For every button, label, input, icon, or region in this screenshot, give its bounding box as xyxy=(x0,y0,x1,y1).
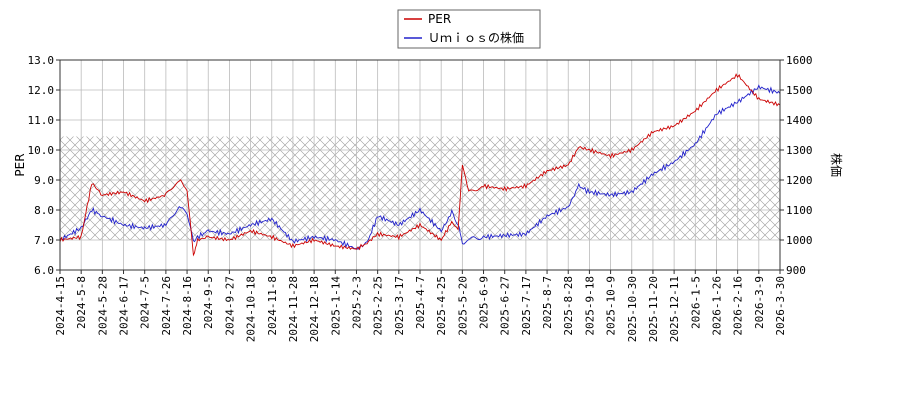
y-right-tick-label: 1600 xyxy=(786,54,813,67)
y-right-tick-label: 1200 xyxy=(786,174,813,187)
y-left-tick-label: 11.0 xyxy=(28,114,55,127)
y-axis-right: 900 1000 1100 1200 1300 1400 1500 1600 xyxy=(780,54,813,277)
y-left-tick-label: 6.0 xyxy=(34,264,54,277)
x-tick-label: 2024-7-26 xyxy=(160,276,173,336)
y-right-tick-label: 1500 xyxy=(786,84,813,97)
y-right-tick-label: 1400 xyxy=(786,114,813,127)
y-left-tick-label: 8.0 xyxy=(34,204,54,217)
legend: PER Ｕｍｉｏｓの株価 xyxy=(397,9,541,49)
y-right-tick-label: 1300 xyxy=(786,144,813,157)
x-tick-label: 2025-9-18 xyxy=(583,276,596,336)
x-tick-label: 2025-8-28 xyxy=(562,276,575,336)
y-right-tick-label: 1100 xyxy=(786,204,813,217)
x-tick-label: 2024-4-15 xyxy=(54,276,67,336)
legend-label-per: PER xyxy=(428,12,451,26)
x-tick-label: 2025-4-25 xyxy=(435,276,448,336)
x-axis: 2024-4-15 2024-5-8 2024-5-28 2024-6-17 2024-… xyxy=(54,270,787,342)
x-tick-label: 2024-12-18 xyxy=(308,276,321,342)
x-tick-label: 2025-1-14 xyxy=(329,276,342,336)
x-tick-label: 2026-3-30 xyxy=(774,276,787,336)
x-tick-label: 2025-3-17 xyxy=(393,276,406,336)
x-tick-label: 2025-12-11 xyxy=(668,276,681,342)
x-tick-label: 2024-5-8 xyxy=(75,276,88,329)
series-line-stock-price xyxy=(60,84,780,250)
x-tick-label: 2025-10-9 xyxy=(605,276,618,336)
x-tick-label: 2025-11-20 xyxy=(647,276,660,342)
x-tick-label: 2024-8-16 xyxy=(181,276,194,336)
x-tick-label: 2025-8-7 xyxy=(541,276,554,329)
y-axis-left-title: PER xyxy=(13,153,27,176)
y-right-tick-label: 1000 xyxy=(786,234,813,247)
x-tick-label: 2025-4-7 xyxy=(414,276,427,329)
x-tick-label: 2024-10-18 xyxy=(245,276,258,342)
y-left-tick-label: 9.0 xyxy=(34,174,54,187)
x-tick-label: 2025-10-30 xyxy=(626,276,639,342)
x-tick-label: 2025-5-20 xyxy=(456,276,469,336)
y-left-tick-label: 7.0 xyxy=(34,234,54,247)
x-tick-label: 2026-1-26 xyxy=(710,276,723,336)
x-tick-label: 2025-2-3 xyxy=(350,276,363,329)
x-tick-label: 2025-7-17 xyxy=(520,276,533,336)
x-tick-label: 2024-5-28 xyxy=(96,276,109,336)
x-tick-label: 2024-11-8 xyxy=(266,276,279,336)
series-line-per xyxy=(60,73,780,257)
x-tick-label: 2024-6-17 xyxy=(118,276,131,336)
y-right-tick-label: 900 xyxy=(786,264,806,277)
x-tick-label: 2025-2-25 xyxy=(372,276,385,336)
y-left-tick-label: 10.0 xyxy=(28,144,55,157)
x-tick-label: 2024-9-5 xyxy=(202,276,215,329)
legend-label-stock: Ｕｍｉｏｓの株価 xyxy=(428,30,524,45)
series-lines xyxy=(60,73,780,257)
y-left-tick-label: 12.0 xyxy=(28,84,55,97)
x-tick-label: 2026-2-16 xyxy=(732,276,745,336)
y-axis-left: 6.0 7.0 8.0 9.0 10.0 11.0 12.0 13.0 xyxy=(28,54,60,277)
y-axis-right-title: 株価 xyxy=(829,153,844,177)
x-tick-label: 2025-6-27 xyxy=(499,276,512,336)
x-tick-label: 2026-1-5 xyxy=(689,276,702,329)
x-tick-label: 2024-11-28 xyxy=(287,276,300,342)
x-tick-label: 2024-9-27 xyxy=(223,276,236,336)
x-tick-label: 2024-7-5 xyxy=(139,276,152,329)
x-tick-label: 2025-6-9 xyxy=(478,276,491,329)
y-left-tick-label: 13.0 xyxy=(28,54,55,67)
legend-box xyxy=(397,9,541,49)
x-tick-label: 2026-3-9 xyxy=(753,276,766,329)
